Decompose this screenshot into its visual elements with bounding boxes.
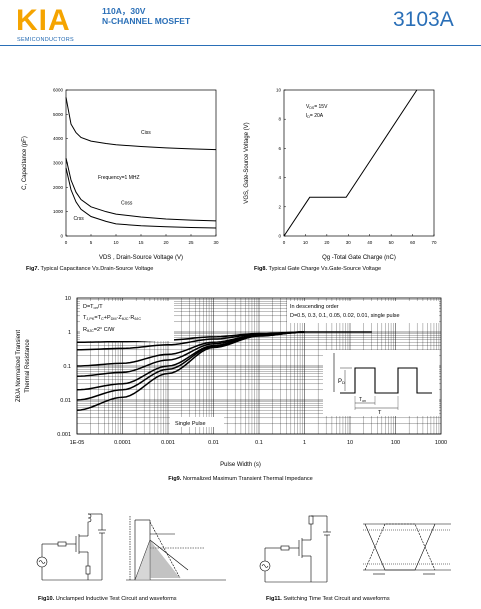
fig9-ytick-label: 0.001 xyxy=(57,432,71,438)
fig9-legend-values: D=0.5, 0.3, 0.1, 0.05, 0.02, 0.01, singl… xyxy=(290,313,400,319)
fig7-xtick-label: 0 xyxy=(65,240,68,245)
fig7-crss-curve xyxy=(65,167,217,229)
fig7-ciss-label: Ciss xyxy=(141,130,151,136)
fig8-id-note: ID= 20A xyxy=(306,113,324,119)
fig8-ytick-label: 8 xyxy=(278,117,281,122)
fig9-chart: 1E-05 0.0001 0.001 0.01 0.1 1 10 100 1000 0.001 0.… xyxy=(0,290,481,450)
fig9-single-pulse-label: Single Pulse xyxy=(175,421,206,427)
part-number: 3103A xyxy=(393,8,454,31)
fig9-legend-title: In descending order xyxy=(290,304,339,310)
fig8-xtick-label: 10 xyxy=(303,240,309,245)
fig10-diagram xyxy=(30,510,230,590)
fig10-caption: Fig10. Unclamped Inductive Test Circuit … xyxy=(38,596,177,602)
spec-type: N-CHANNEL MOSFET xyxy=(102,16,191,26)
fig8-ylabel: VGS, Gate-Source Voltage (V) xyxy=(244,122,250,203)
fig7-crss-label: Crss xyxy=(74,216,85,222)
fig8-ytick-label: 10 xyxy=(276,88,282,93)
fig9-xtick-label: 0.0001 xyxy=(114,440,131,446)
fig7-ytick-label: 0 xyxy=(60,234,63,239)
header-divider xyxy=(0,45,481,46)
fig9-xlabel: Pulse Width (s) xyxy=(220,462,261,468)
fig7-xtick-label: 20 xyxy=(163,240,169,245)
company-logo: KIA xyxy=(16,4,71,37)
fig7-svg: 0 5 10 15 20 25 30 0 1000 2000 3000 4000 5000 6000 Fr… xyxy=(22,88,219,262)
fig8-xtick-label: 40 xyxy=(367,240,373,245)
fig7-ylabel: C, Capacitance (pF) xyxy=(22,136,28,190)
fig9-svg: 1E-05 0.0001 0.001 0.01 0.1 1 10 100 1000 0.001 0.… xyxy=(16,296,447,446)
fig9-caption: Fig9. Normalized Maximum Transient Therm… xyxy=(168,476,313,482)
fig9-xtick-label: 0.01 xyxy=(208,440,219,446)
fig9-xtick-label: 1E-05 xyxy=(70,440,85,446)
fig8-ytick-label: 2 xyxy=(278,204,281,209)
fig8-frame xyxy=(283,89,435,237)
fig8-ytick-label: 0 xyxy=(278,234,281,239)
fig7-chart: 0 5 10 15 20 25 30 0 1000 2000 3000 4000 5000 6000 Fr… xyxy=(8,84,223,279)
fig9-formula-box xyxy=(80,301,174,341)
fig8-chart: 0 10 20 30 40 50 60 70 0 2 4 6 8 10 VDS= 15V ID= 20A … xyxy=(240,84,455,279)
fig9-xtick-label: 1000 xyxy=(435,440,447,446)
fig7-xtick-label: 5 xyxy=(90,240,93,245)
fig9-duty-formula: D=Ton/T xyxy=(83,304,103,310)
spec-rating: 110A，30V xyxy=(102,6,146,16)
fig9-xtick-label: 1 xyxy=(303,440,306,446)
fig9-xtick-label: 0.1 xyxy=(255,440,263,446)
spec-summary: 110A，30V N-CHANNEL MOSFET xyxy=(102,6,190,26)
fig9-pulse-inset: PD Ton T xyxy=(323,350,439,416)
fig8-xtick-label: 70 xyxy=(431,240,437,245)
fig8-xtick-label: 20 xyxy=(324,240,330,245)
fig9-ytick-label: 10 xyxy=(65,296,71,302)
fig7-coss-label: Coss xyxy=(121,200,133,206)
fig10-svg xyxy=(36,513,226,581)
fig9-xtick-label: 0.001 xyxy=(161,440,175,446)
fig8-caption: Fig8. Typical Gate Charge Vs.Gate-Source… xyxy=(254,266,382,272)
fig9-single-pulse-box xyxy=(170,417,224,427)
fig7-ytick-label: 5000 xyxy=(53,112,64,117)
fig11-diagram xyxy=(255,510,455,590)
fig7-ytick-label: 4000 xyxy=(53,136,64,141)
fig9-rth-formula: RθJC=2° C/W xyxy=(83,327,115,333)
fig8-ytick-label: 6 xyxy=(278,146,281,151)
fig9-ton-label: Ton xyxy=(359,397,366,403)
fig7-ytick-label: 3000 xyxy=(53,161,64,166)
fig9-t-label: T xyxy=(378,410,382,416)
fig7-ytick-label: 6000 xyxy=(53,88,64,93)
fig8-ytick-label: 4 xyxy=(278,175,281,180)
fig7-xlabel: VDS , Drain-Source Voltage (V) xyxy=(99,255,183,261)
fig9-ytick-label: 1 xyxy=(68,330,71,336)
fig8-xtick-label: 60 xyxy=(410,240,416,245)
fig7-caption: Fig7. Typical Capacitance Vs.Drain-Sourc… xyxy=(26,266,154,272)
fig9-tj-formula: TJ,PK=TC+PDM·ZθJC·RθJC xyxy=(83,315,141,321)
fig9-ylabel-line2: Thermal Resistance xyxy=(25,339,31,393)
fig9-curve-single-pulse xyxy=(76,331,305,411)
fig9-pd-label: PD xyxy=(338,379,345,385)
fig7-xtick-label: 30 xyxy=(213,240,219,245)
fig7-coss-curve xyxy=(65,158,217,222)
company-name: SEMICONDUCTORS xyxy=(17,37,74,43)
fig8-xtick-label: 30 xyxy=(346,240,352,245)
fig7-xtick-label: 15 xyxy=(138,240,144,245)
fig7-xtick-label: 25 xyxy=(188,240,194,245)
fig7-xtick-label: 10 xyxy=(113,240,119,245)
fig9-ytick-label: 0.1 xyxy=(63,364,71,370)
fig7-ytick-label: 2000 xyxy=(53,185,64,190)
fig8-xlabel: Qg -Total Gate Charge (nC) xyxy=(322,255,396,261)
fig9-xtick-label: 100 xyxy=(391,440,400,446)
fig8-xtick-label: 0 xyxy=(283,240,286,245)
fig7-ciss-curve xyxy=(65,97,217,151)
fig9-legend-box xyxy=(287,301,439,323)
fig8-vds-note: VDS= 15V xyxy=(306,104,328,110)
fig8-xtick-label: 50 xyxy=(389,240,395,245)
fig9-ylabel-line1: ZθJA Normalized Transient xyxy=(16,330,22,402)
fig7-frequency-note: Frequency=1 MHZ xyxy=(98,175,140,181)
fig11-svg xyxy=(259,515,451,583)
fig9-ytick-label: 0.01 xyxy=(60,398,71,404)
fig8-gate-charge-curve xyxy=(283,89,418,237)
fig11-caption: Fig11. Switching Time Test Circuit and w… xyxy=(266,596,390,602)
fig9-xtick-label: 10 xyxy=(347,440,353,446)
fig7-ytick-label: 1000 xyxy=(53,209,64,214)
